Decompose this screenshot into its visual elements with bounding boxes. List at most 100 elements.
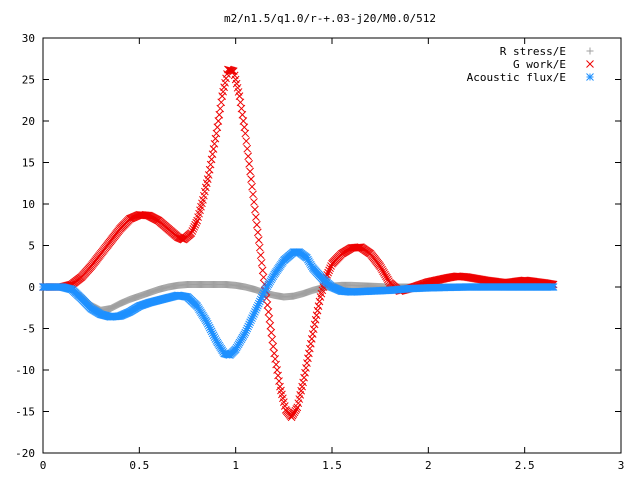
data-point bbox=[258, 266, 267, 275]
y-tick-label: 20 bbox=[22, 115, 35, 128]
data-point bbox=[238, 110, 247, 119]
data-point bbox=[307, 335, 316, 343]
series-1 bbox=[39, 65, 558, 422]
data-point bbox=[220, 83, 228, 92]
y-tick-label: 10 bbox=[22, 198, 35, 211]
data-point bbox=[213, 123, 222, 132]
data-point bbox=[309, 325, 318, 334]
plot-frame bbox=[42, 37, 622, 454]
data-point bbox=[314, 302, 323, 310]
data-point bbox=[190, 222, 199, 231]
data-point bbox=[242, 137, 251, 145]
data-point bbox=[244, 152, 253, 161]
legend-label: R stress/E bbox=[500, 45, 566, 58]
data-point bbox=[303, 359, 311, 367]
data-point bbox=[217, 98, 226, 107]
data-point bbox=[236, 98, 245, 107]
data-point bbox=[255, 243, 264, 252]
data-point bbox=[222, 74, 230, 83]
data-point bbox=[304, 354, 312, 363]
data-point bbox=[312, 311, 321, 320]
x-tick-label: 3 bbox=[618, 459, 625, 472]
legend-label: G work/E bbox=[513, 58, 566, 71]
data-point bbox=[299, 378, 307, 387]
data-point bbox=[311, 315, 320, 324]
data-point bbox=[216, 104, 225, 113]
x-tick-label: 2.5 bbox=[515, 459, 535, 472]
axis-ticks: 0 0.5 1 1.5 2 2.5 3 -20 -15 -10 -5 0 5 10 15 20 25 30 bbox=[15, 32, 624, 472]
x-tick-label: 1 bbox=[232, 459, 239, 472]
data-point bbox=[315, 297, 324, 306]
data-point bbox=[301, 368, 309, 377]
data-point bbox=[252, 213, 260, 221]
data-point bbox=[308, 330, 317, 338]
data-point bbox=[239, 117, 248, 125]
y-tick-label: 25 bbox=[22, 74, 35, 87]
legend-marker bbox=[586, 73, 594, 81]
data-point bbox=[235, 92, 244, 100]
data-point bbox=[218, 92, 227, 100]
data-point bbox=[306, 339, 315, 348]
data-point bbox=[253, 220, 261, 229]
y-tick-label: -10 bbox=[15, 364, 35, 377]
data-point bbox=[215, 110, 224, 119]
data-point bbox=[266, 321, 275, 330]
data-point bbox=[313, 306, 322, 315]
data-point bbox=[257, 258, 266, 267]
data-point bbox=[549, 283, 558, 291]
data-point bbox=[325, 266, 333, 275]
y-tick-label: 0 bbox=[28, 281, 35, 294]
data-point bbox=[305, 349, 313, 358]
data-point bbox=[267, 328, 276, 337]
data-point bbox=[245, 160, 254, 168]
data-point bbox=[310, 320, 319, 329]
data-point bbox=[189, 225, 198, 233]
chart-title: m2/n1.5/q1.0/r-+.03-j20/M0.0/512 bbox=[224, 12, 436, 25]
data-point bbox=[241, 129, 250, 138]
data-point bbox=[254, 236, 263, 244]
data-point bbox=[268, 335, 277, 344]
data-point bbox=[263, 301, 272, 309]
data-point bbox=[247, 175, 255, 183]
data-point bbox=[302, 364, 310, 372]
data-point bbox=[248, 182, 256, 191]
data-point bbox=[246, 167, 254, 176]
x-tick-label: 1.5 bbox=[322, 459, 342, 472]
legend-label: Acoustic flux/E bbox=[467, 71, 566, 84]
data-point bbox=[326, 264, 334, 273]
y-tick-label: -5 bbox=[22, 323, 35, 336]
data-point bbox=[251, 205, 259, 214]
data-point bbox=[188, 227, 197, 235]
x-tick-label: 2 bbox=[425, 459, 432, 472]
y-tick-label: 5 bbox=[28, 240, 35, 253]
data-point bbox=[250, 198, 258, 206]
series-2 bbox=[39, 248, 558, 359]
data-point bbox=[219, 87, 227, 96]
y-tick-label: 30 bbox=[22, 32, 35, 45]
data-point bbox=[265, 314, 274, 323]
legend-marker bbox=[586, 60, 594, 68]
y-tick-label: 15 bbox=[22, 157, 35, 170]
x-tick-label: 0 bbox=[40, 459, 47, 472]
data-point bbox=[237, 104, 246, 113]
data-point bbox=[243, 144, 252, 153]
data-point bbox=[191, 220, 200, 229]
data-point bbox=[264, 308, 273, 316]
data-point bbox=[324, 268, 333, 277]
data-point bbox=[212, 129, 221, 138]
data-point bbox=[300, 373, 308, 382]
data-point bbox=[221, 78, 229, 87]
data-point bbox=[269, 342, 278, 351]
data-point bbox=[256, 251, 265, 260]
legend-marker bbox=[586, 47, 594, 55]
data-point bbox=[192, 218, 201, 227]
data-point bbox=[305, 344, 314, 353]
x-tick-label: 0.5 bbox=[129, 459, 149, 472]
data-point bbox=[253, 228, 262, 237]
data-point bbox=[187, 229, 196, 237]
data-point bbox=[240, 123, 249, 132]
series-marks bbox=[39, 65, 558, 422]
data-point bbox=[214, 117, 223, 125]
